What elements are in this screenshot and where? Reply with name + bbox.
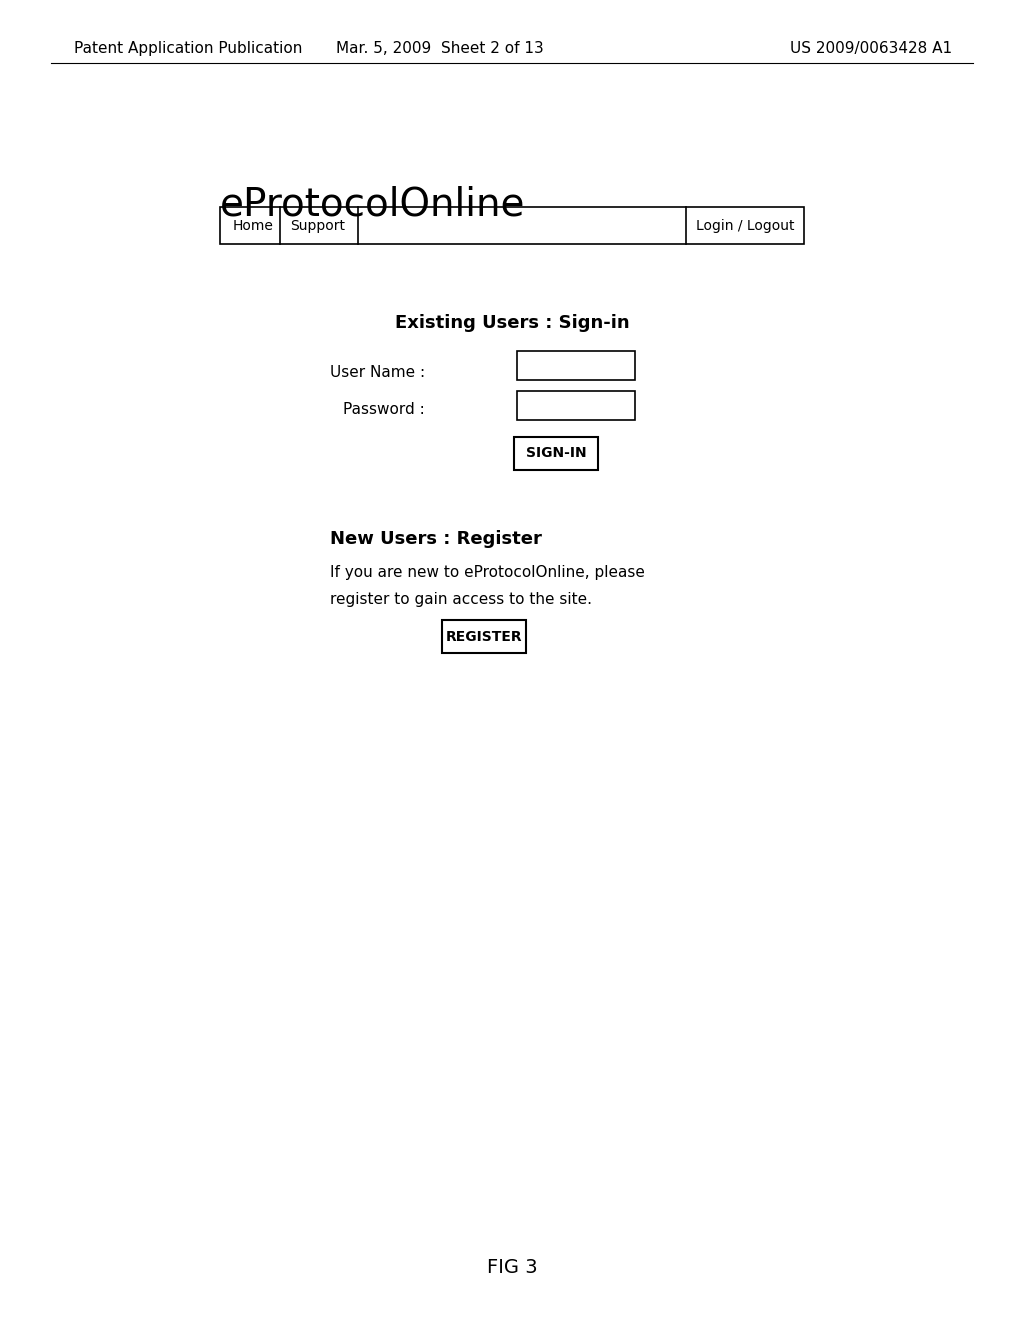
Text: User Name :: User Name :: [330, 364, 425, 380]
Text: Patent Application Publication: Patent Application Publication: [74, 41, 302, 57]
Bar: [517, 351, 635, 380]
Text: register to gain access to the site.: register to gain access to the site.: [330, 591, 592, 607]
Text: Existing Users : Sign-in: Existing Users : Sign-in: [394, 314, 630, 333]
Text: REGISTER: REGISTER: [446, 630, 522, 644]
Bar: [517, 391, 635, 420]
Text: FIG 3: FIG 3: [486, 1258, 538, 1276]
Text: Mar. 5, 2009  Sheet 2 of 13: Mar. 5, 2009 Sheet 2 of 13: [337, 41, 544, 57]
Text: Home: Home: [232, 219, 273, 232]
FancyBboxPatch shape: [220, 207, 804, 244]
Bar: [442, 620, 526, 653]
Text: Support: Support: [290, 219, 345, 232]
Text: New Users : Register: New Users : Register: [330, 529, 542, 548]
Text: If you are new to eProtocolOnline, please: If you are new to eProtocolOnline, pleas…: [330, 565, 644, 581]
Text: Login / Logout: Login / Logout: [696, 219, 795, 232]
Bar: [514, 437, 598, 470]
Text: US 2009/0063428 A1: US 2009/0063428 A1: [791, 41, 952, 57]
Text: Password :: Password :: [343, 401, 425, 417]
Text: eProtocolOnline: eProtocolOnline: [220, 186, 525, 223]
Text: SIGN-IN: SIGN-IN: [525, 446, 587, 461]
